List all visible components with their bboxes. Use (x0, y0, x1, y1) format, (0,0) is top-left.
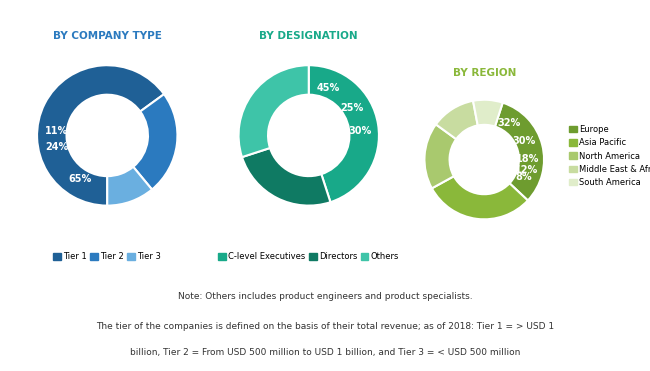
Text: 32%: 32% (497, 118, 520, 128)
Wedge shape (242, 148, 330, 206)
Text: The tier of the companies is defined on the basis of their total revenue; as of : The tier of the companies is defined on … (96, 322, 554, 331)
Legend: Europe, Asia Pacific, North America, Middle East & Africa, South America: Europe, Asia Pacific, North America, Mid… (566, 122, 650, 190)
Text: 8%: 8% (516, 172, 532, 182)
Wedge shape (239, 65, 309, 157)
Wedge shape (424, 124, 456, 188)
Text: 11%: 11% (45, 127, 68, 137)
Title: BY REGION: BY REGION (452, 68, 516, 78)
Text: 12%: 12% (515, 165, 538, 175)
Text: billion, Tier 2 = From USD 500 million to USD 1 billion, and Tier 3 = < USD 500 : billion, Tier 2 = From USD 500 million t… (130, 348, 520, 357)
Text: 30%: 30% (348, 126, 371, 136)
Text: 25%: 25% (341, 103, 363, 113)
Wedge shape (107, 167, 152, 206)
Text: 18%: 18% (516, 154, 540, 164)
Text: Note: Others includes product engineers and product specialists.: Note: Others includes product engineers … (177, 292, 473, 301)
Wedge shape (309, 65, 379, 202)
Title: BY COMPANY TYPE: BY COMPANY TYPE (53, 31, 162, 41)
Text: 24%: 24% (46, 142, 69, 152)
Legend: C-level Executives, Directors, Others: C-level Executives, Directors, Others (215, 249, 402, 265)
Text: 45%: 45% (317, 83, 340, 93)
Legend: Tier 1, Tier 2, Tier 3: Tier 1, Tier 2, Tier 3 (50, 249, 164, 265)
Title: BY DESIGNATION: BY DESIGNATION (259, 31, 358, 41)
Wedge shape (473, 100, 502, 127)
Wedge shape (432, 176, 528, 219)
Wedge shape (436, 101, 478, 139)
Wedge shape (133, 94, 177, 190)
Text: 65%: 65% (68, 174, 92, 184)
Text: 30%: 30% (512, 136, 536, 146)
Wedge shape (37, 65, 164, 206)
Wedge shape (495, 103, 544, 200)
